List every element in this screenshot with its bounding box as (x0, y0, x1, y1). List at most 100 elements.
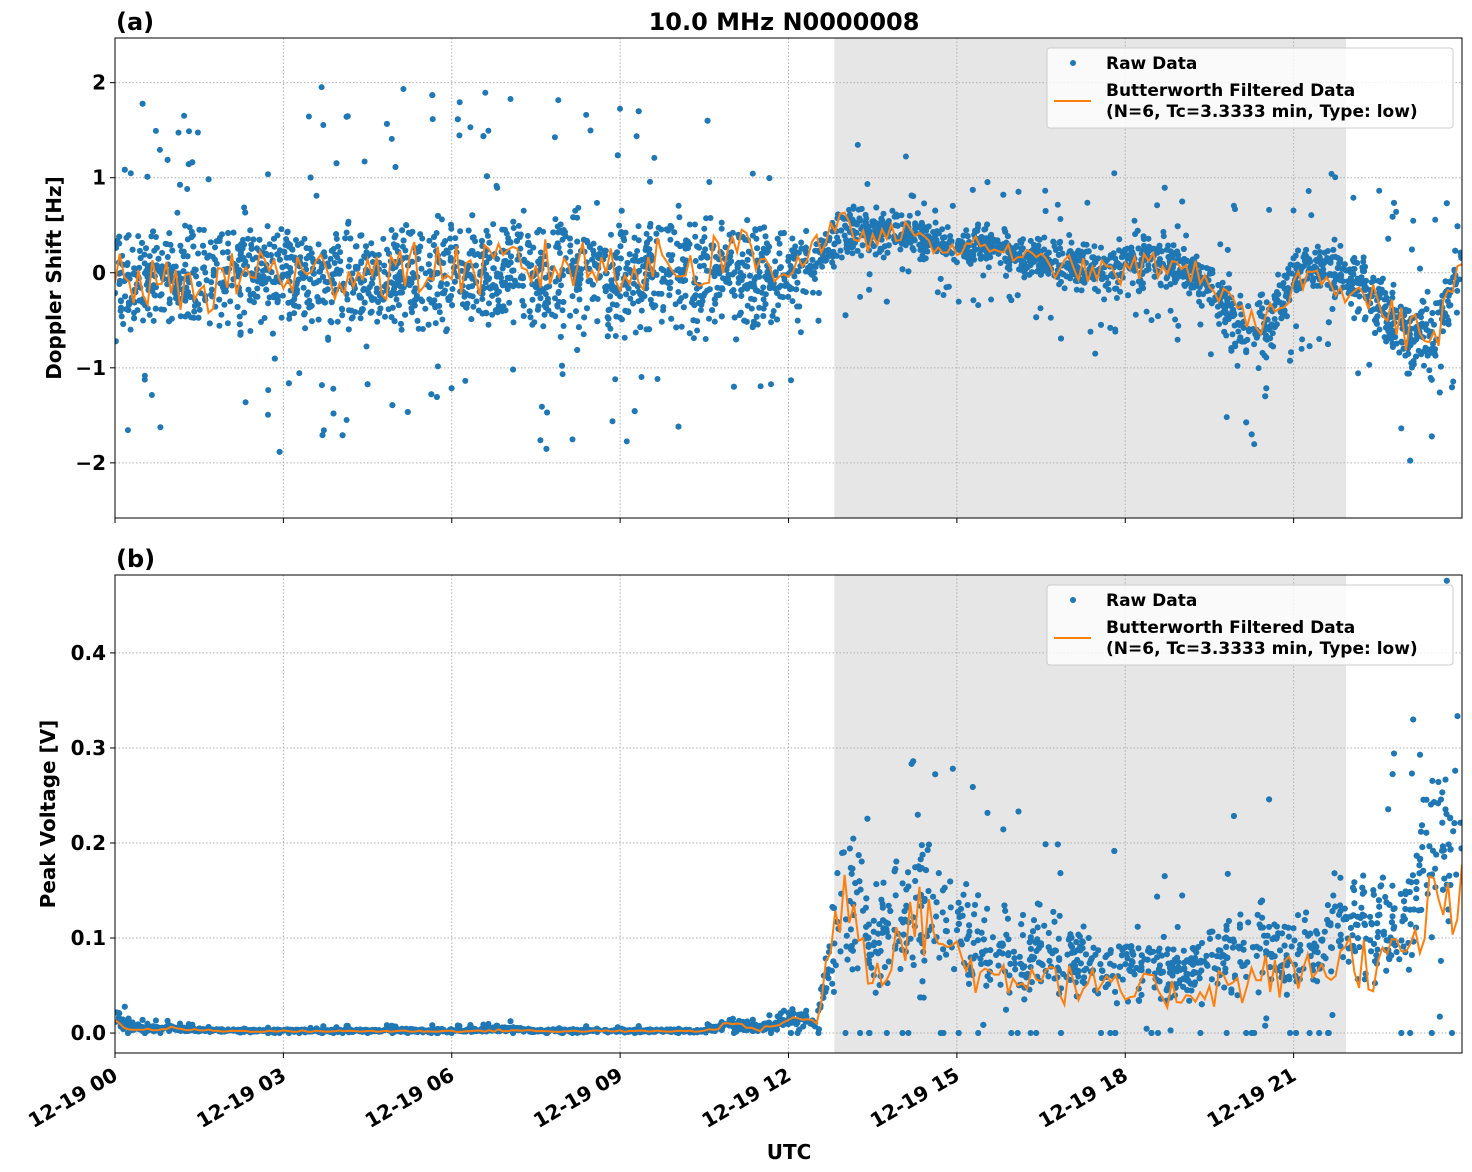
raw-data-point (343, 417, 350, 423)
raw-data-point (678, 323, 685, 330)
raw-data-point (156, 146, 163, 153)
raw-data-point (262, 250, 269, 257)
raw-data-point (159, 249, 166, 256)
raw-data-point (970, 297, 977, 304)
raw-data-point (967, 254, 974, 261)
raw-data-point (1299, 336, 1306, 343)
raw-data-point (776, 284, 782, 291)
raw-data-point (757, 383, 764, 390)
raw-data-point (122, 293, 129, 300)
raw-data-point (1014, 292, 1021, 299)
raw-data-point (318, 84, 325, 91)
raw-data-point (402, 311, 409, 318)
raw-data-point (152, 305, 159, 312)
raw-data-point (389, 402, 396, 409)
raw-data-point (767, 280, 774, 287)
raw-data-point (559, 272, 566, 279)
raw-data-point (287, 265, 294, 271)
raw-data-point (852, 219, 859, 226)
raw-data-point (1405, 350, 1412, 357)
raw-data-point (1000, 191, 1007, 198)
raw-data-point (605, 315, 612, 322)
raw-data-point (472, 262, 479, 269)
raw-data-point (330, 410, 337, 417)
raw-data-point (866, 271, 873, 278)
raw-data-point (490, 221, 497, 228)
raw-data-point (1436, 389, 1443, 396)
raw-data-point (172, 263, 179, 270)
raw-data-point (733, 336, 740, 343)
raw-data-point (248, 245, 255, 252)
raw-data-point (663, 226, 670, 233)
raw-data-point (1268, 321, 1275, 328)
raw-data-point (157, 424, 164, 431)
raw-data-point (641, 293, 648, 300)
raw-data-point (164, 254, 171, 260)
raw-data-point (574, 238, 581, 245)
raw-data-point (1405, 307, 1412, 314)
raw-data-point (873, 204, 880, 211)
raw-data-point (301, 235, 308, 242)
raw-data-point (614, 266, 621, 273)
raw-data-point (458, 267, 465, 274)
raw-data-point (291, 310, 298, 317)
legend-raw-marker (1070, 60, 1076, 66)
raw-data-point (984, 179, 991, 186)
raw-data-point (720, 275, 726, 282)
raw-data-point (1099, 270, 1106, 277)
raw-data-point (222, 288, 229, 295)
raw-data-point (1372, 330, 1378, 336)
raw-data-point (1085, 248, 1092, 255)
raw-data-point (712, 300, 719, 307)
raw-data-point (1207, 351, 1214, 358)
raw-data-point (208, 286, 215, 293)
raw-data-point (439, 316, 446, 323)
raw-data-point (1216, 321, 1223, 327)
raw-data-point (879, 218, 886, 225)
raw-data-point (1234, 362, 1241, 369)
raw-data-point (1337, 256, 1344, 263)
raw-data-point (389, 304, 396, 311)
raw-data-point (1391, 199, 1397, 206)
raw-data-point (310, 280, 317, 287)
raw-data-point (337, 249, 344, 256)
raw-data-point (1105, 286, 1112, 293)
raw-data-point (566, 235, 573, 242)
raw-data-point (646, 246, 653, 253)
raw-data-point (1026, 271, 1033, 278)
raw-data-point (285, 240, 291, 247)
raw-data-point (327, 255, 334, 262)
raw-data-point (1251, 441, 1258, 448)
raw-data-point (293, 281, 300, 288)
raw-data-point (880, 210, 887, 217)
raw-data-point (744, 256, 751, 263)
raw-data-point (594, 318, 601, 325)
raw-data-point (216, 237, 223, 244)
raw-data-point (425, 321, 432, 328)
raw-data-point (294, 241, 301, 248)
raw-data-point (1419, 308, 1425, 315)
raw-data-point (448, 221, 454, 228)
raw-data-point (829, 259, 836, 266)
raw-data-point (1310, 282, 1317, 289)
raw-data-point (691, 221, 698, 228)
raw-data-point (762, 233, 769, 240)
raw-data-point (537, 289, 544, 296)
raw-data-point (127, 326, 134, 333)
raw-data-point (1383, 294, 1390, 301)
raw-data-point (175, 129, 182, 136)
raw-data-point (552, 216, 559, 223)
raw-data-point (292, 302, 299, 309)
raw-data-point (392, 274, 399, 281)
raw-data-point (666, 292, 673, 299)
raw-data-point (1116, 247, 1122, 254)
raw-data-point (324, 279, 331, 286)
raw-data-point (456, 99, 463, 106)
raw-data-point (842, 222, 849, 229)
raw-data-point (146, 253, 153, 260)
raw-data-point (452, 235, 459, 242)
panel-b: 0.00.10.20.30.412-19 00 12-19 03 12-19 06 1… (24, 545, 1463, 1133)
raw-data-point (307, 276, 313, 283)
raw-data-point (134, 307, 141, 314)
raw-data-point (635, 258, 642, 265)
